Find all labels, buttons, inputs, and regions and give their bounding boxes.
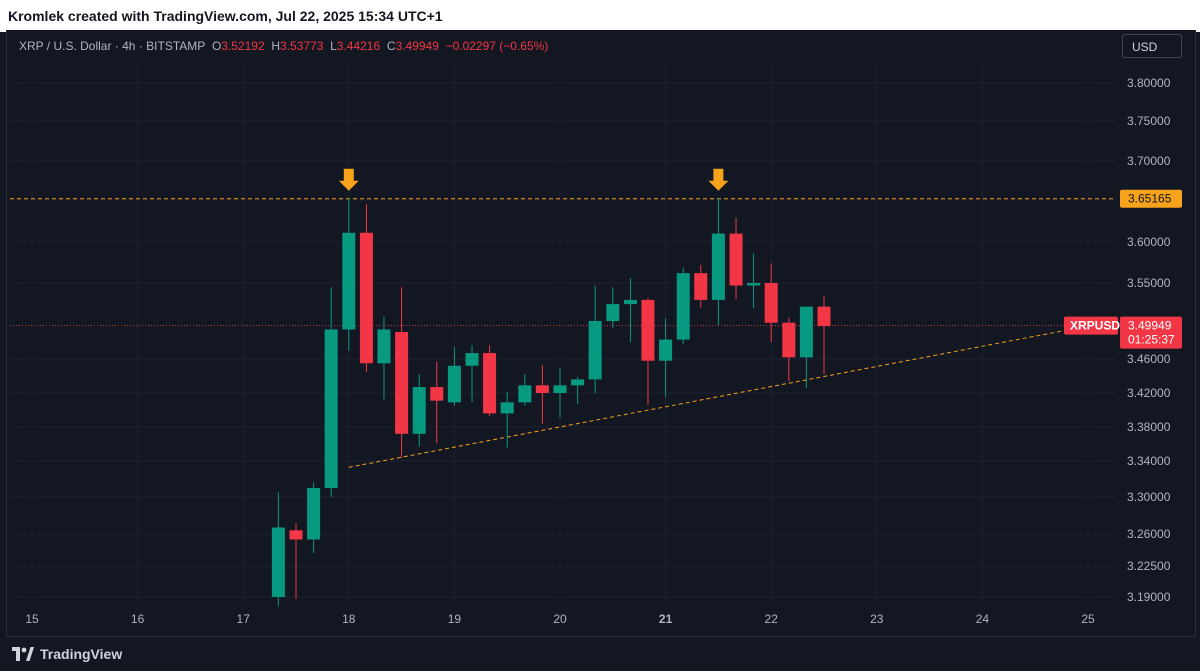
time-axis-tick-label: 21 [659,612,673,626]
price-axis-tick-label: 3.60000 [1127,235,1171,249]
candle-body-down [359,232,373,364]
price-axis-tick-label: 3.46000 [1127,352,1171,366]
attribution-text: Kromlek created with TradingView.com, Ju… [8,8,443,24]
time-axis-tick-label: 17 [237,612,251,626]
price-axis-tick-label: 3.38000 [1127,420,1171,434]
legend-open-value: 3.52192 [221,39,265,53]
candle-body-up [659,339,673,361]
candle-body-up [553,385,567,393]
price-axis-tick-label: 3.42000 [1127,386,1171,400]
candle-body-up [623,299,637,305]
symbol-legend: XRP / U.S. Dollar · 4h · BITSTAMP O3.521… [19,39,548,53]
time-axis-tick-label: 25 [1081,612,1095,626]
current-price-tag [1120,316,1182,349]
candle-body-up [412,387,426,434]
legend-low-value: 3.44216 [336,39,381,53]
price-axis-tick-label: 3.75000 [1127,114,1171,128]
price-axis-tick-label: 3.19000 [1127,590,1171,604]
candle-body-up [465,353,479,366]
candle-body-up [799,306,813,358]
time-axis-tick-label: 19 [448,612,462,626]
candle-body-down [430,387,444,401]
candle-body-up [307,488,321,540]
candle-body-down [535,385,549,393]
bar-countdown: 01:25:37 [1128,333,1175,347]
down-arrow-marker-icon [338,168,359,191]
candle-body-down [694,273,708,300]
time-axis-tick-label: 16 [131,612,145,626]
tradingview-brand: TradingView [40,646,123,662]
candle-body-up [571,379,585,386]
candle-body-down [782,322,796,358]
attribution-bar: Kromlek created with TradingView.com, Ju… [0,0,1200,32]
candle-body-up [606,304,620,321]
resistance-price-tag-label: 3.65165 [1128,192,1172,206]
time-axis-tick-label: 22 [765,612,779,626]
price-axis-tick-label: 3.34000 [1127,454,1171,468]
candle-body-down [764,283,778,323]
price-axis-tick-label: 3.22500 [1127,559,1171,573]
footer-bar [0,640,1200,671]
legend-high-label: H [271,39,281,53]
time-axis-tick-label: 18 [342,612,356,626]
legend-low-label: L [330,39,337,53]
time-axis-tick-label: 20 [553,612,567,626]
time-axis-tick-label: 24 [976,612,990,626]
time-axis-tick-label: 23 [870,612,884,626]
candle-body-up [588,321,602,380]
down-arrow-marker-icon [708,168,729,191]
candle-body-down [641,299,655,361]
candle-body-up [447,365,461,403]
price-axis-tick-label: 3.55000 [1127,276,1171,290]
currency-button[interactable]: USD [1122,34,1182,58]
resistance-price-tag [1120,189,1182,208]
candle-body-up [271,527,285,597]
candle-body-down [483,353,497,414]
candle-body-up [324,329,338,488]
candle-body-down [729,233,743,286]
candle-body-up [676,273,690,340]
candle-body-up [747,283,761,286]
price-axis-tick-label: 3.26000 [1127,527,1171,541]
symbol-tag-label: XRPUSD [1070,319,1120,333]
candle-body-up [711,233,725,300]
candle-body-up [342,232,356,330]
legend-high-value: 3.53773 [280,39,324,53]
legend-symbol: XRP / U.S. Dollar · 4h · BITSTAMP [19,39,206,53]
candle-body-up [377,329,391,364]
candle-body-up [518,385,532,403]
candle-body-down [817,306,831,327]
candle-body-down [289,530,303,540]
symbol-tag [1064,316,1118,335]
legend-close-value: 3.49949 [395,39,439,53]
tradingview-logo[interactable]: TradingView [12,645,122,663]
time-axis-tick-label: 15 [25,612,39,626]
candle-body-down [395,331,409,434]
legend-change: −0.02297 (−0.65%) [445,39,549,53]
current-price-value: 3.49949 [1128,319,1172,333]
tradingview-logo-icon [12,647,34,661]
price-axis-tick-label: 3.30000 [1127,490,1171,504]
legend-open-label: O [211,39,222,53]
legend-close-label: C [386,39,396,53]
price-axis-tick-label: 3.70000 [1127,154,1171,168]
price-axis-tick-label: 3.80000 [1127,76,1171,90]
candle-body-up [500,402,514,414]
